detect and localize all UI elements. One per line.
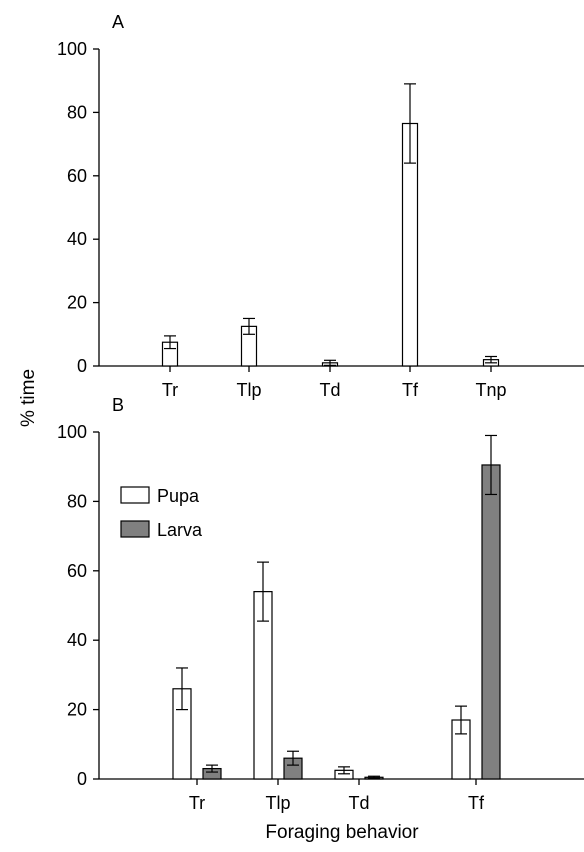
x-tick-label: Td [348, 793, 369, 813]
y-tick-label: 40 [67, 229, 87, 249]
x-axis-title: Foraging behavior [265, 822, 419, 843]
panel-b-chart: 0 20 40 60 80 100 B Tr Tlp Td Tf Pupa Larva [57, 395, 584, 813]
y-tick-label: 60 [67, 561, 87, 581]
y-tick-label: 100 [57, 39, 87, 59]
y-tick-label: 100 [57, 422, 87, 442]
y-tick-label: 80 [67, 102, 87, 122]
y-tick-label: 20 [67, 293, 87, 313]
x-tick-label: Tlp [265, 793, 290, 813]
x-tick-label: Tnp [475, 380, 506, 400]
legend-swatch [120, 520, 150, 538]
x-tick-label: Tr [189, 793, 205, 813]
x-tick-label: Tf [468, 793, 485, 813]
legend-label: Larva [157, 520, 203, 540]
y-tick-label: 0 [77, 769, 87, 789]
bar-larva [481, 464, 501, 780]
x-tick-label: Tr [162, 380, 178, 400]
y-tick-label: 80 [67, 491, 87, 511]
panel-a-chart: 0 20 40 60 80 100 A Tr Tlp Td Tf Tnp [57, 12, 584, 400]
y-tick-label: 60 [67, 166, 87, 186]
y-tick-label: 20 [67, 700, 87, 720]
x-tick-label: Tlp [236, 380, 261, 400]
legend-swatch [120, 486, 150, 504]
y-tick-label: 0 [77, 356, 87, 376]
y-tick-label: 40 [67, 630, 87, 650]
panel-letter: A [112, 12, 124, 32]
x-tick-label: Td [319, 380, 340, 400]
panel-letter: B [112, 395, 124, 415]
x-tick-label: Tf [402, 380, 419, 400]
legend-label: Pupa [157, 486, 200, 506]
y-axis-title: % time [18, 369, 39, 427]
